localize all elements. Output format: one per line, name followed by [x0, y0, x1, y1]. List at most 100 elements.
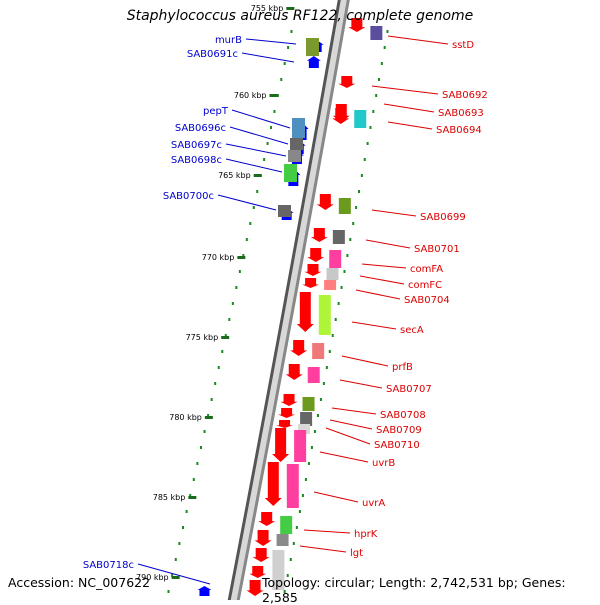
ruler-dot-right: [372, 110, 375, 113]
forward-gene-arrow: [316, 194, 334, 210]
tick-label: 780 kbp: [169, 413, 202, 422]
tick-label: 770 kbp: [202, 253, 235, 262]
ruler-dot-right: [360, 174, 363, 177]
forward-gene-arrow: [307, 248, 325, 262]
backbone-edge-right: [236, 0, 350, 600]
ruler-dot-left: [235, 286, 238, 289]
ruler-dot-right: [380, 62, 383, 65]
ruler-dot-left: [174, 558, 177, 561]
cog-bar-forward: [276, 534, 289, 546]
ruler-dot-right: [378, 78, 381, 81]
forward-gene-label: prfB: [392, 362, 413, 373]
backbone-edge-left: [227, 0, 341, 600]
label-leader-reverse: [241, 52, 295, 63]
reverse-gene-arrow: [306, 56, 321, 68]
forward-gene-label: uvrB: [372, 458, 395, 469]
ruler-dot-left: [273, 110, 276, 113]
tick-mark: [286, 7, 295, 10]
forward-gene-arrow: [302, 278, 320, 288]
cog-bar-forward: [307, 367, 320, 383]
reverse-gene-label: murB: [215, 35, 242, 46]
label-leader-forward: [351, 321, 397, 330]
cog-bar-forward: [286, 464, 299, 508]
ruler-dot-left: [266, 142, 269, 145]
map-title: Staphylococcus aureus RF122, complete ge…: [126, 8, 474, 24]
ruler-dot-right: [352, 222, 355, 225]
forward-gene-arrow: [258, 512, 276, 526]
ruler-dot-right: [383, 46, 386, 49]
ruler-dot-left: [199, 446, 202, 449]
forward-gene-label: lgt: [350, 548, 363, 559]
topology-text: Topology: circular; Length: 2,742,531 bp…: [262, 575, 566, 605]
label-leader-forward: [371, 209, 417, 217]
cog-bar-forward: [318, 295, 331, 335]
ruler-dot-right: [289, 558, 292, 561]
ruler-dot-right: [298, 510, 301, 513]
ruler-dot-right: [304, 478, 307, 481]
ruler-dot-left: [228, 318, 231, 321]
label-leader-reverse: [217, 194, 277, 211]
tick-mark: [237, 256, 246, 259]
ruler-dot-right: [340, 286, 343, 289]
ruler-dot-right: [355, 206, 358, 209]
forward-gene-label: SAB0699: [420, 212, 466, 223]
ruler-dot-left: [280, 78, 283, 81]
label-leader-forward: [359, 275, 405, 285]
tick-mark: [221, 336, 230, 339]
ruler-dot-right: [286, 574, 289, 577]
forward-gene-label: SAB0694: [436, 125, 482, 136]
ruler-dot-left: [263, 158, 266, 161]
forward-gene-arrow: [285, 364, 303, 380]
ruler-dot-right: [316, 414, 319, 417]
label-leader-forward: [361, 263, 407, 269]
ruler-dot-left: [238, 270, 241, 273]
label-leader-forward: [319, 451, 369, 463]
cog-bar-forward: [302, 397, 315, 411]
reverse-gene-label: SAB0691c: [187, 49, 238, 60]
tick-label: 760 kbp: [234, 91, 267, 100]
forward-gene-label: SAB0708: [380, 410, 426, 421]
label-leader-reverse: [225, 158, 283, 173]
ruler-dot-right: [346, 254, 349, 257]
forward-gene-label: SAB0707: [386, 384, 432, 395]
ruler-dot-right: [334, 318, 337, 321]
ruler-dot-right: [349, 238, 352, 241]
cog-bar-forward: [272, 550, 285, 590]
cog-bar-forward: [354, 110, 367, 128]
forward-gene-label: uvrA: [362, 498, 385, 509]
ruler-dot-left: [185, 510, 188, 513]
cog-bar-forward: [298, 424, 311, 434]
ruler-dot-left: [242, 254, 245, 257]
ruler-dot-right: [313, 430, 316, 433]
label-leader-reverse: [137, 563, 211, 585]
forward-gene-arrow: [310, 228, 328, 242]
cog-bar-forward: [312, 343, 325, 359]
ruler-dot-left: [276, 94, 279, 97]
forward-gene-arrow: [280, 394, 298, 406]
forward-gene-arrow: [296, 292, 314, 332]
label-leader-forward: [313, 491, 359, 503]
cog-bar-reverse: [290, 138, 303, 150]
ruler-dot-left: [214, 382, 217, 385]
ruler-dot-right: [319, 398, 322, 401]
tick-mark: [188, 496, 197, 499]
ruler-dot-left: [182, 526, 185, 529]
ruler-dot-left: [196, 462, 199, 465]
tick-label: 790 kbp: [136, 573, 169, 582]
forward-gene-arrow: [332, 108, 350, 124]
label-leader-forward: [339, 379, 383, 389]
label-leader-forward: [329, 419, 373, 430]
tick-label: 785 kbp: [153, 493, 186, 502]
ruler-dot-left: [224, 334, 227, 337]
reverse-gene-label: SAB0700c: [163, 191, 214, 202]
forward-gene-arrow: [276, 420, 294, 428]
forward-gene-label: hprK: [354, 529, 378, 540]
forward-gene-label: sstD: [452, 40, 474, 51]
reverse-gene-label: SAB0697c: [171, 140, 222, 151]
ruler-dot-left: [171, 574, 174, 577]
cog-bar-reverse: [288, 150, 301, 162]
tick-mark: [204, 416, 213, 419]
ruler-dot-left: [290, 30, 293, 33]
ruler-dot-left: [203, 430, 206, 433]
